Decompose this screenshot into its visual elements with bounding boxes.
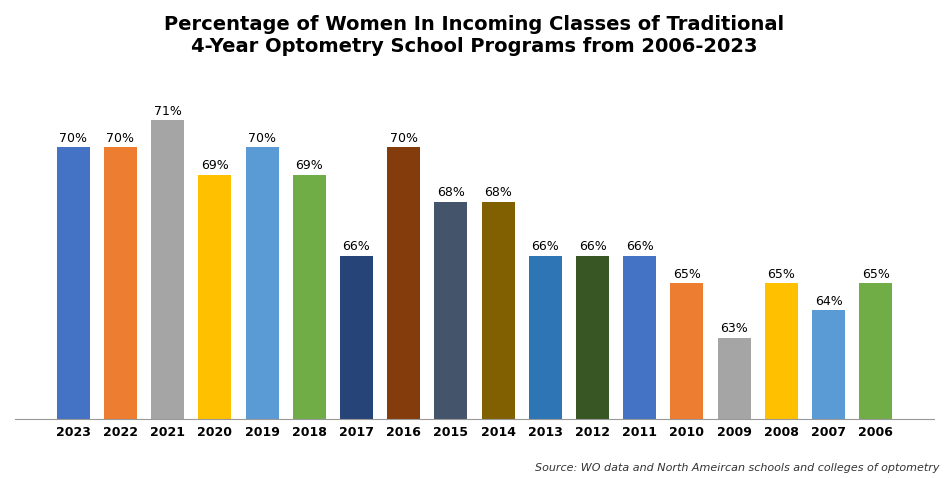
Bar — [198, 174, 232, 478]
Bar — [623, 256, 656, 478]
Bar — [576, 256, 609, 478]
Text: 66%: 66% — [625, 240, 654, 253]
Bar — [104, 147, 137, 478]
Bar — [151, 120, 184, 478]
Text: 68%: 68% — [484, 186, 512, 199]
Text: 65%: 65% — [673, 268, 701, 281]
Bar — [246, 147, 279, 478]
Text: 69%: 69% — [295, 159, 324, 172]
Text: 64%: 64% — [814, 295, 843, 308]
Text: 70%: 70% — [59, 132, 87, 145]
Bar — [481, 202, 514, 478]
Bar — [670, 283, 703, 478]
Bar — [387, 147, 420, 478]
Text: 63%: 63% — [720, 322, 748, 335]
Text: 70%: 70% — [248, 132, 276, 145]
Title: Percentage of Women In Incoming Classes of Traditional
4-Year Optometry School P: Percentage of Women In Incoming Classes … — [164, 15, 785, 56]
Text: 65%: 65% — [862, 268, 889, 281]
Bar — [765, 283, 798, 478]
Text: 69%: 69% — [201, 159, 229, 172]
Text: 66%: 66% — [343, 240, 370, 253]
Bar — [293, 174, 326, 478]
Bar — [57, 147, 90, 478]
Bar — [812, 310, 845, 478]
Bar — [859, 283, 892, 478]
Text: 70%: 70% — [390, 132, 418, 145]
Text: Source: WO data and North Ameircan schools and colleges of optometry: Source: WO data and North Ameircan schoo… — [535, 463, 940, 473]
Bar — [435, 202, 468, 478]
Text: 68%: 68% — [437, 186, 465, 199]
Bar — [340, 256, 373, 478]
Text: 71%: 71% — [154, 105, 181, 118]
Text: 65%: 65% — [768, 268, 795, 281]
Text: 66%: 66% — [579, 240, 606, 253]
Text: 70%: 70% — [106, 132, 135, 145]
Bar — [717, 337, 751, 478]
Text: 66%: 66% — [531, 240, 559, 253]
Bar — [529, 256, 562, 478]
